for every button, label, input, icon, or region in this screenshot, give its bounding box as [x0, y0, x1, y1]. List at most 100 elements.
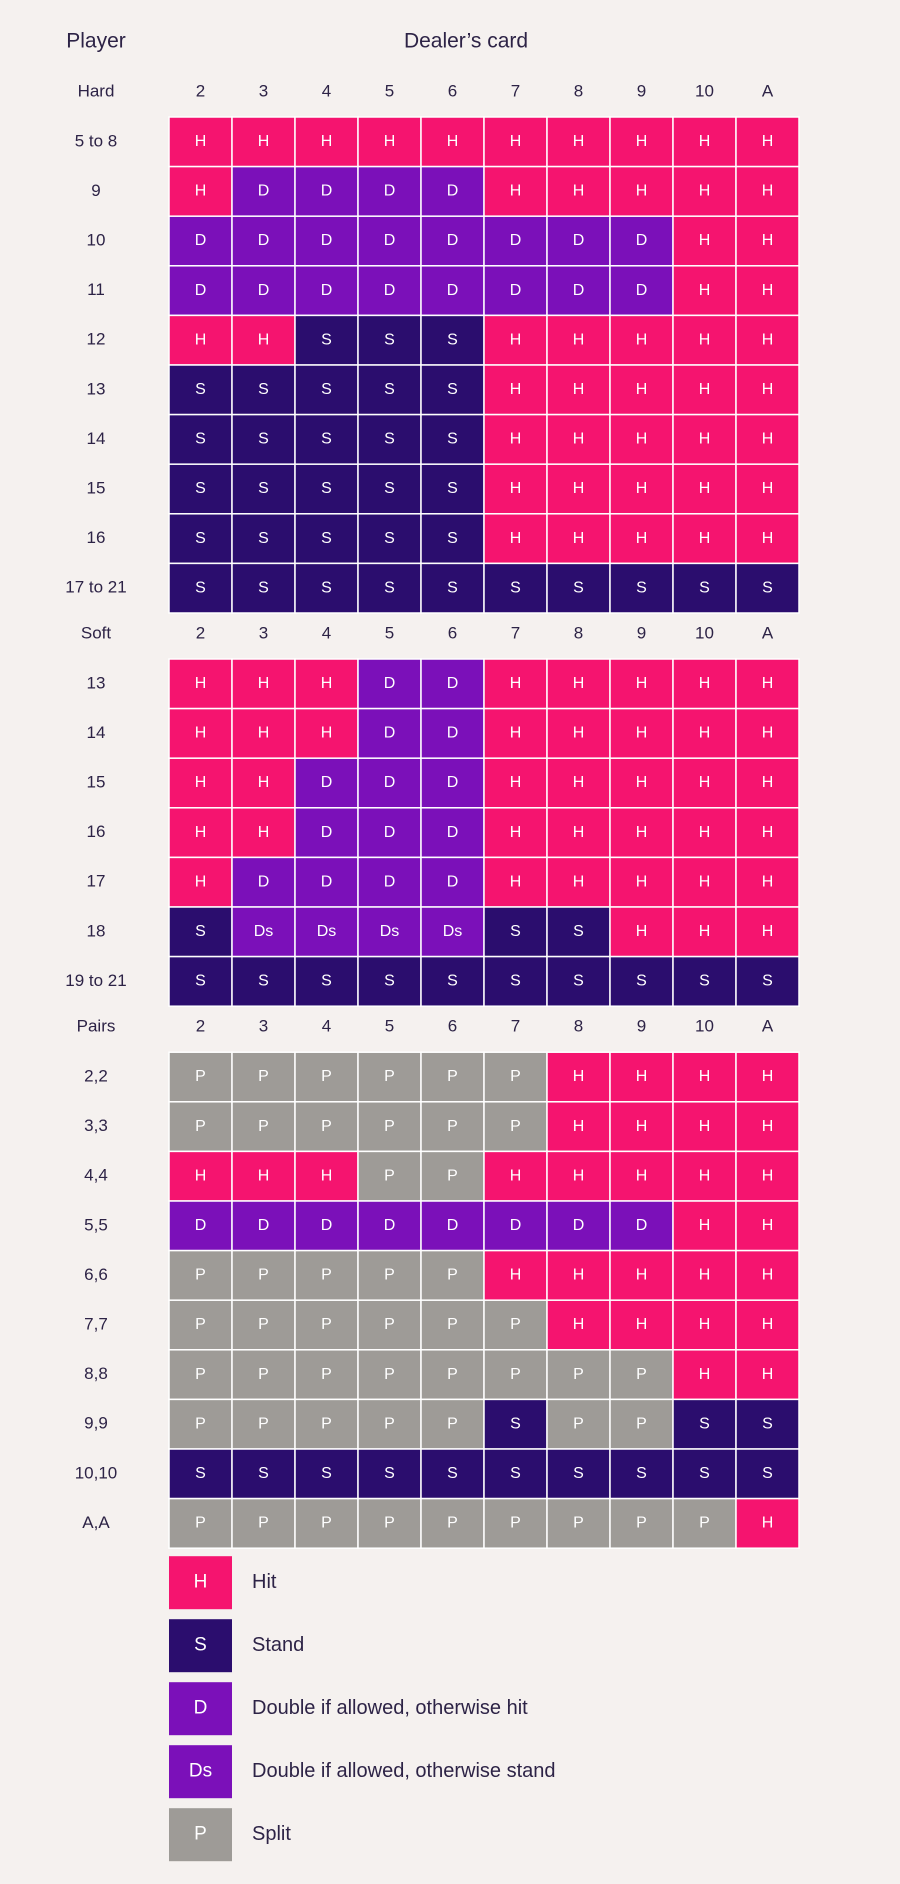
cell-bg [609, 116, 674, 168]
cell-code: P [447, 1068, 458, 1085]
column-label: 4 [322, 1017, 331, 1036]
cell-bg [168, 116, 233, 168]
cell-code: S [447, 431, 458, 448]
column-label: 9 [637, 623, 646, 642]
cell-bg [546, 906, 611, 958]
cell-bg [546, 1150, 611, 1202]
cell-code: D [321, 232, 333, 249]
cell-bg [735, 707, 800, 759]
cell-code: P [384, 1068, 395, 1085]
cell-code: H [699, 1118, 711, 1135]
cell-code: H [636, 774, 648, 791]
cell-code: H [321, 675, 333, 692]
cell-code: D [447, 774, 459, 791]
cell-code: P [258, 1366, 269, 1383]
legend-code: Ds [189, 1761, 212, 1782]
cell-code: D [510, 232, 522, 249]
cell-code: H [321, 725, 333, 742]
cell-code: P [195, 1068, 206, 1085]
cell-code: D [447, 1217, 459, 1234]
cell-bg [483, 314, 548, 366]
cell-bg [735, 1398, 800, 1450]
column-label: 5 [385, 1017, 394, 1036]
cell-code: H [699, 1217, 711, 1234]
cell-code: D [573, 282, 585, 299]
cell-bg [609, 413, 674, 465]
cell-code: S [258, 1465, 269, 1482]
cell-bg [357, 463, 422, 515]
cell-code: H [699, 824, 711, 841]
cell-code: P [510, 1515, 521, 1532]
cell-code: H [762, 873, 774, 890]
cell-code: H [762, 923, 774, 940]
cell-code: S [447, 1465, 458, 1482]
cell-code: H [195, 725, 207, 742]
cell-code: H [762, 675, 774, 692]
cell-code: S [321, 530, 332, 547]
cell-bg [357, 1249, 422, 1301]
cell-bg [420, 707, 485, 759]
cell-code: P [447, 1118, 458, 1135]
cell-bg [420, 1497, 485, 1549]
cell-code: S [447, 973, 458, 990]
cell-code: D [447, 675, 459, 692]
cell-code: S [384, 381, 395, 398]
cell-code: H [762, 183, 774, 200]
cell-bg [168, 1101, 233, 1153]
legend-text: Hit [252, 1571, 277, 1593]
column-label: 8 [574, 623, 583, 642]
cell-code: H [699, 282, 711, 299]
cell-code: D [636, 232, 648, 249]
cell-code: D [510, 1217, 522, 1234]
cell-code: H [762, 774, 774, 791]
cell-code: H [510, 530, 522, 547]
cell-bg [357, 1349, 422, 1401]
row-label: 2,2 [84, 1066, 108, 1085]
cell-code: D [321, 183, 333, 200]
row-label: 3,3 [84, 1116, 108, 1135]
cell-code: H [258, 133, 270, 150]
cell-code: S [321, 480, 332, 497]
cell-code: D [195, 282, 207, 299]
column-label: A [762, 81, 774, 100]
cell-code: H [195, 183, 207, 200]
cell-code: P [321, 1267, 332, 1284]
cell-code: D [384, 725, 396, 742]
cell-code: H [573, 381, 585, 398]
row-label: 17 to 21 [65, 578, 126, 597]
cell-code: P [510, 1366, 521, 1383]
legend-code: S [194, 1635, 207, 1656]
cell-bg [735, 1448, 800, 1500]
cell-bg [735, 1249, 800, 1301]
cell-code: S [510, 923, 521, 940]
cell-code: D [384, 774, 396, 791]
cell-bg [546, 1299, 611, 1351]
cell-bg [168, 265, 233, 317]
cell-bg [672, 215, 737, 267]
cell-code: P [636, 1515, 647, 1532]
cell-bg [546, 658, 611, 710]
column-label: 4 [322, 623, 331, 642]
cell-code: P [195, 1118, 206, 1135]
cell-bg [168, 513, 233, 565]
cell-code: D [384, 232, 396, 249]
cell-code: H [636, 331, 648, 348]
cell-code: H [321, 133, 333, 150]
cell-code: H [258, 725, 270, 742]
cell-bg [735, 1299, 800, 1351]
cell-bg [420, 463, 485, 515]
cell-bg [609, 807, 674, 859]
cell-code: H [447, 133, 459, 150]
legend-text: Split [252, 1823, 291, 1845]
cell-bg [357, 165, 422, 217]
cell-bg [231, 1349, 296, 1401]
cell-bg [483, 562, 548, 614]
row-label: 13 [87, 379, 106, 398]
cell-code: P [510, 1118, 521, 1135]
cell-bg [483, 1398, 548, 1450]
cell-bg [672, 364, 737, 416]
cell-code: H [258, 774, 270, 791]
cell-code: P [384, 1515, 395, 1532]
cell-code: P [384, 1267, 395, 1284]
cell-code: D [447, 824, 459, 841]
